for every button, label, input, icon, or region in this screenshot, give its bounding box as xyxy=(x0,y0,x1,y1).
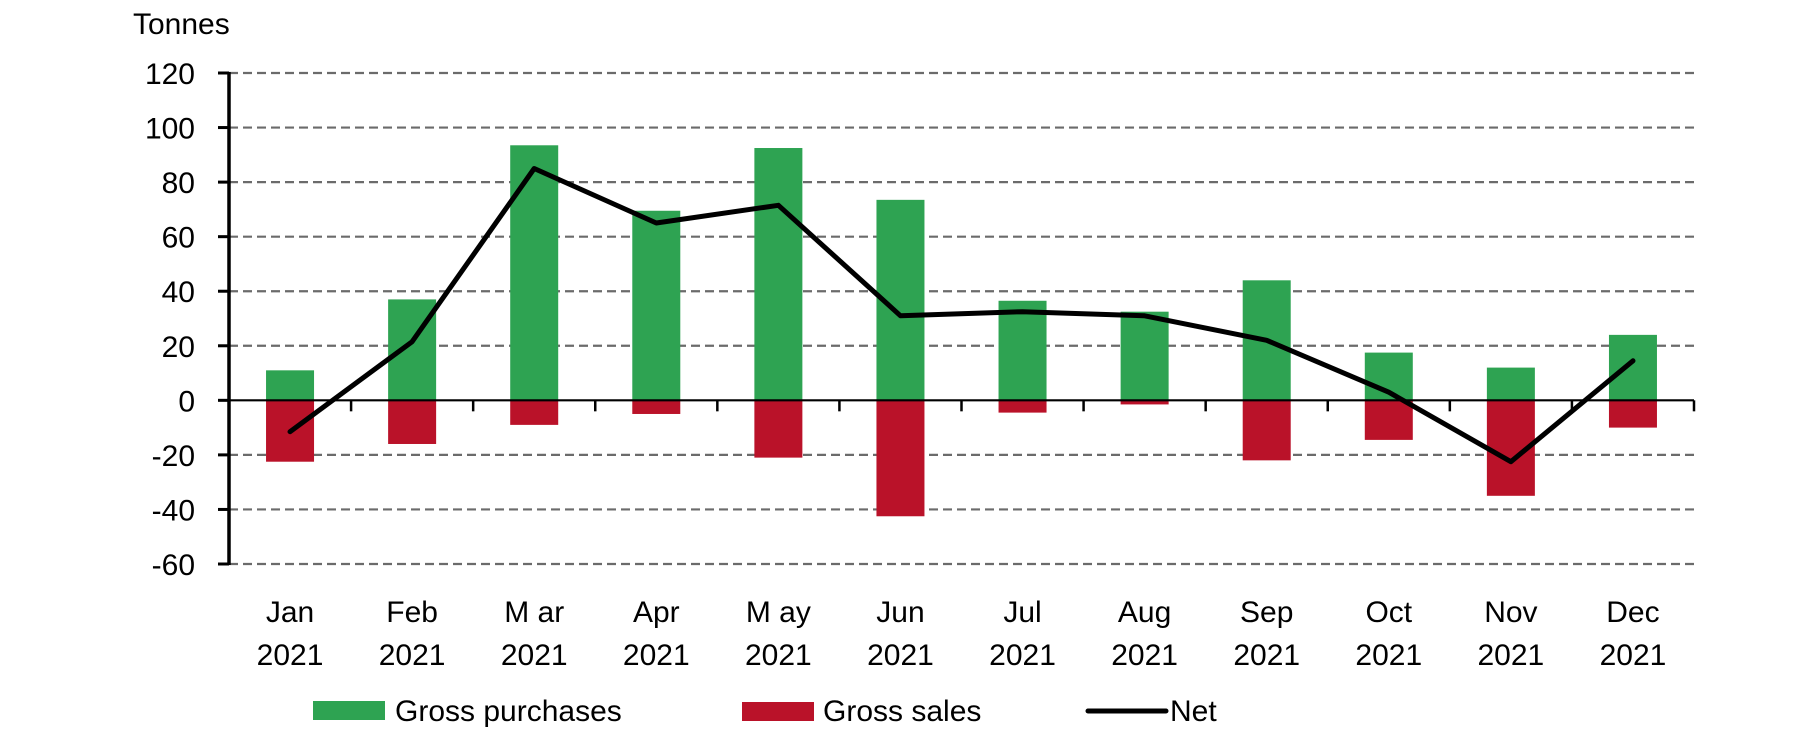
legend-item-gross-sales: Gross sales xyxy=(742,695,981,728)
bar-gross-purchases xyxy=(754,148,803,401)
x-tick-label-year: 2021 xyxy=(1233,639,1300,672)
legend: Gross purchases Gross sales Net xyxy=(313,695,1217,728)
bar-gross-purchases xyxy=(1486,367,1535,401)
x-tick-label-year: 2021 xyxy=(867,639,934,672)
x-tick-label-month: M ar xyxy=(504,596,564,629)
x-axis-labels: Jan 2021 Feb 2021 M ar 2021 Apr 2021 M ay 2021 Jun… xyxy=(257,596,1667,672)
x-tick-label-month: Nov xyxy=(1484,596,1537,629)
x-tick-label-year: 2021 xyxy=(623,639,690,672)
bar-gross-sales xyxy=(510,400,559,425)
x-tick-label-month: M ay xyxy=(746,596,811,629)
net-line-series xyxy=(287,166,1636,465)
bar-gross-sales xyxy=(998,400,1047,413)
x-tick-label-year: 2021 xyxy=(1111,639,1178,672)
bar-gross-sales xyxy=(632,400,681,414)
bar-gross-purchases xyxy=(1608,334,1657,401)
bar-gross-purchases xyxy=(998,300,1047,401)
x-tick-label-month: Dec xyxy=(1606,596,1659,629)
y-tick-label: 0 xyxy=(178,385,195,418)
bar-gross-purchases xyxy=(266,370,315,401)
x-tick-label-year: 2021 xyxy=(989,639,1056,672)
axes xyxy=(227,72,1694,565)
bar-gross-sales xyxy=(1242,400,1291,461)
x-tick-label-year: 2021 xyxy=(257,639,324,672)
net-line xyxy=(287,166,1636,465)
legend-swatch-gross-purchases xyxy=(313,701,385,720)
y-tick-label: 80 xyxy=(162,167,195,200)
x-tick-label-year: 2021 xyxy=(1355,639,1422,672)
x-tick-label-month: Apr xyxy=(633,596,680,629)
x-tick-label-year: 2021 xyxy=(745,639,812,672)
bars xyxy=(266,145,1657,517)
y-tick-label: -60 xyxy=(152,549,195,582)
x-tick-label-month: Jul xyxy=(1003,596,1041,629)
legend-item-gross-purchases: Gross purchases xyxy=(313,695,622,728)
x-tick-label-month: Sep xyxy=(1240,596,1293,629)
y-axis-unit-label: Tonnes xyxy=(133,8,230,41)
x-tick-label-year: 2021 xyxy=(501,639,568,672)
bar-gross-purchases xyxy=(632,210,681,401)
bar-gross-sales xyxy=(1364,400,1413,440)
y-tick-label: -20 xyxy=(152,440,195,473)
bar-gross-sales xyxy=(754,400,803,458)
bar-gross-purchases xyxy=(1120,311,1169,401)
x-tick-label-year: 2021 xyxy=(379,639,446,672)
bar-gross-purchases xyxy=(510,145,559,401)
bar-gross-sales xyxy=(388,400,437,444)
x-tick-label-year: 2021 xyxy=(1478,639,1545,672)
legend-item-net: Net xyxy=(1085,695,1217,728)
legend-swatch-gross-sales xyxy=(742,702,814,721)
y-tick-label: 40 xyxy=(162,276,195,309)
y-tick-label: 60 xyxy=(162,222,195,255)
y-tick-label: 20 xyxy=(162,331,195,364)
y-axis-ticks: 120 100 80 60 40 20 0 -20 -40 -60 xyxy=(145,58,229,582)
legend-label-net: Net xyxy=(1170,695,1217,728)
x-tick-label-month: Jun xyxy=(876,596,924,629)
x-tick-label-month: Aug xyxy=(1118,596,1171,629)
bar-gross-sales xyxy=(1120,400,1169,405)
legend-label-gross-sales: Gross sales xyxy=(823,695,981,728)
y-tick-label: 120 xyxy=(145,58,195,91)
y-tick-label: 100 xyxy=(145,113,195,146)
bar-gross-sales xyxy=(1608,400,1657,428)
x-tick-label-month: Jan xyxy=(266,596,314,629)
x-axis-ticks xyxy=(349,400,1696,412)
bar-gross-sales xyxy=(876,400,925,517)
gridlines xyxy=(229,71,1694,566)
x-tick-label-month: Oct xyxy=(1365,596,1412,629)
x-tick-label-month: Feb xyxy=(386,596,438,629)
x-tick-label-year: 2021 xyxy=(1600,639,1667,672)
legend-label-gross-purchases: Gross purchases xyxy=(395,695,622,728)
y-tick-label: -40 xyxy=(152,494,195,527)
